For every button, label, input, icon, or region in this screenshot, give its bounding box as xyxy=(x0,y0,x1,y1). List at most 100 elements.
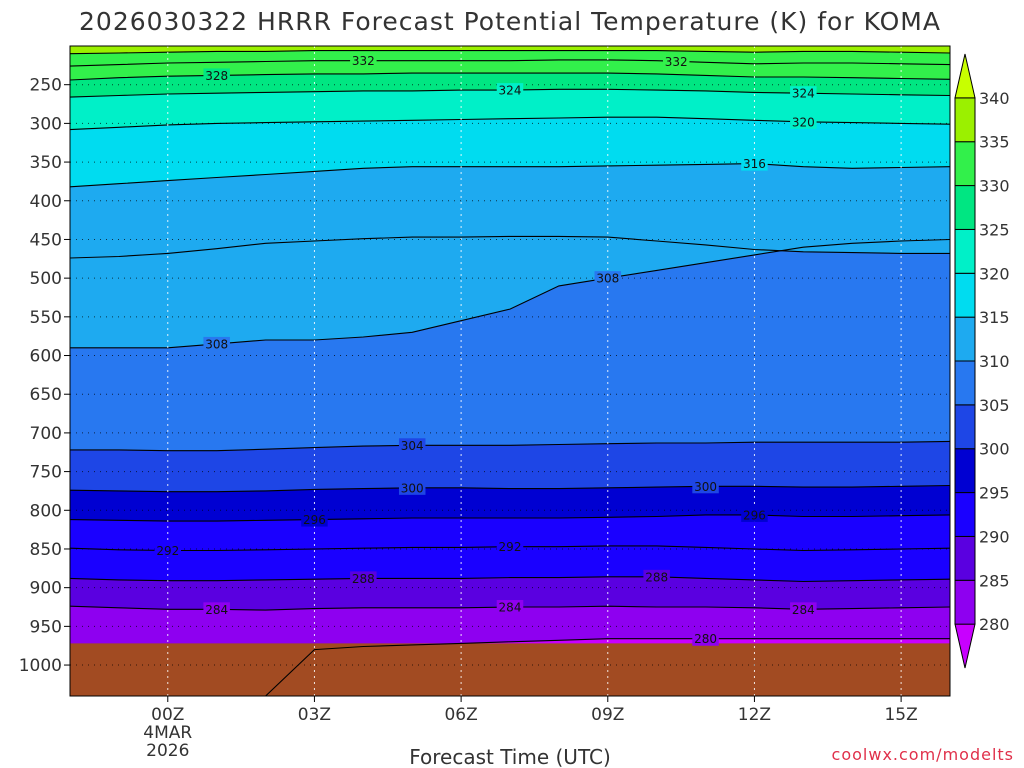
contour-label: 288 xyxy=(352,572,375,586)
y-tick-label: 850 xyxy=(30,540,62,560)
y-tick-label: 500 xyxy=(30,269,62,289)
colorbar-segment xyxy=(954,53,976,99)
contour-label: 300 xyxy=(401,481,424,495)
colorbar-label: 310 xyxy=(979,352,1010,371)
y-tick-label: 900 xyxy=(30,579,62,599)
contour-label-layer: 332 332 328 324 324 320 316 308 308 304 300 300 296 2… xyxy=(154,53,817,646)
colorbar: 280 285 290 295 300 305 310 315 320 325 330 335 340 xyxy=(954,53,1010,669)
contour-label: 284 xyxy=(792,603,815,617)
contour-label-bg xyxy=(203,68,230,83)
ground-surface xyxy=(70,643,950,696)
colorbar-segment xyxy=(954,185,976,230)
contour-label-bg xyxy=(154,543,182,558)
colorbar-segment xyxy=(954,535,976,581)
contour-label: 284 xyxy=(205,603,228,617)
contour-label-bg xyxy=(790,602,817,617)
grid-lines xyxy=(70,46,950,696)
colorbar-segment xyxy=(954,623,976,669)
y-tick-label: 950 xyxy=(30,617,62,637)
colorbar-label: 315 xyxy=(979,308,1010,327)
isentrope-line xyxy=(70,163,950,188)
y-tick-label: 700 xyxy=(30,424,62,444)
isentrope-line xyxy=(70,50,950,55)
ground-layer xyxy=(70,643,950,696)
x-tick-label: 12Z xyxy=(738,705,771,725)
contour-label-bg xyxy=(790,86,817,101)
contour-label: 288 xyxy=(645,570,668,584)
colorbar-label: 285 xyxy=(979,571,1010,590)
contour-label: 300 xyxy=(694,480,717,494)
plot-area xyxy=(70,46,950,696)
y-tick-label: 650 xyxy=(30,385,62,405)
contour-label-bg xyxy=(203,336,230,351)
colorbar-label: 305 xyxy=(979,396,1010,415)
x-tick-label: 00Z xyxy=(151,705,184,725)
isentrope-line xyxy=(70,484,950,493)
isentrope-line xyxy=(70,638,950,696)
y-tick-label: 1000 xyxy=(19,656,62,676)
contour-label: 324 xyxy=(499,84,522,98)
contour-label: 284 xyxy=(499,601,522,615)
y-tick-label: 800 xyxy=(30,501,62,521)
contour-label-bg xyxy=(496,83,524,98)
contour-label: 292 xyxy=(156,544,179,558)
contour-label: 324 xyxy=(792,87,815,101)
y-tick-label: 300 xyxy=(30,114,62,134)
colorbar-segment xyxy=(954,141,976,187)
contour-label: 332 xyxy=(665,55,688,69)
contour-label-bg xyxy=(790,114,817,129)
contour-label: 308 xyxy=(596,272,619,286)
colorbar-label: 330 xyxy=(979,177,1010,196)
colorbar-segment xyxy=(954,316,976,362)
contour-label: 328 xyxy=(205,69,228,83)
y-tick-label: 600 xyxy=(30,347,62,367)
contour-label-bg xyxy=(350,53,377,68)
colorbar-segment xyxy=(954,579,976,625)
contour-label-bg xyxy=(350,571,377,586)
x-tick-label: 09Z xyxy=(591,705,624,725)
colorbar-segment xyxy=(954,404,976,450)
contour-label-bg xyxy=(643,569,670,584)
contour-label-bg xyxy=(662,54,690,69)
x-axis-label: Forecast Time (UTC) xyxy=(409,745,611,768)
contour-label: 280 xyxy=(694,632,717,646)
colorbar-segment xyxy=(954,492,976,537)
colorbar-label: 320 xyxy=(979,264,1010,283)
contour-label-bg xyxy=(692,631,719,646)
contour-label-bg xyxy=(692,479,719,494)
colorbar-label: 290 xyxy=(979,527,1010,546)
contour-label-bg xyxy=(594,271,622,286)
y-axis: 250 300 350 400 450 500 550 600 650 700 750 800 850 9… xyxy=(19,76,70,676)
y-tick-label: 250 xyxy=(30,76,62,96)
x-tick-label: 06Z xyxy=(444,705,477,725)
plot-frame xyxy=(69,45,951,697)
colorbar-segment xyxy=(954,448,976,494)
colorbar-label: 340 xyxy=(979,89,1010,108)
contour-label-bg xyxy=(301,512,328,527)
isentrope-line xyxy=(70,59,950,67)
colorbar-label: 295 xyxy=(979,484,1010,503)
contour-label: 296 xyxy=(743,508,766,522)
isentrope-line xyxy=(70,440,950,452)
contour-label-bg xyxy=(741,156,768,171)
colorbar-segment xyxy=(954,360,976,406)
contour-label: 332 xyxy=(352,54,375,68)
isentrope-line xyxy=(70,514,950,522)
contour-label-bg xyxy=(203,602,230,617)
y-tick-label: 400 xyxy=(30,192,62,212)
contour-label-bg xyxy=(496,600,524,615)
contour-label: 320 xyxy=(792,115,815,129)
contour-label-bg xyxy=(741,507,768,522)
contour-label-bg xyxy=(496,539,524,554)
y-tick-label: 550 xyxy=(30,308,62,328)
x-tick-label: 15Z xyxy=(884,705,917,725)
contour-label: 308 xyxy=(205,337,228,351)
credit-text: coolwx.com/modelts xyxy=(832,745,1014,764)
contour-label: 296 xyxy=(303,513,326,527)
contour-label-bg xyxy=(398,480,426,495)
colorbar-label: 325 xyxy=(979,220,1010,239)
x-tick-date: 4MAR xyxy=(143,723,192,743)
contour-label: 304 xyxy=(401,439,424,453)
